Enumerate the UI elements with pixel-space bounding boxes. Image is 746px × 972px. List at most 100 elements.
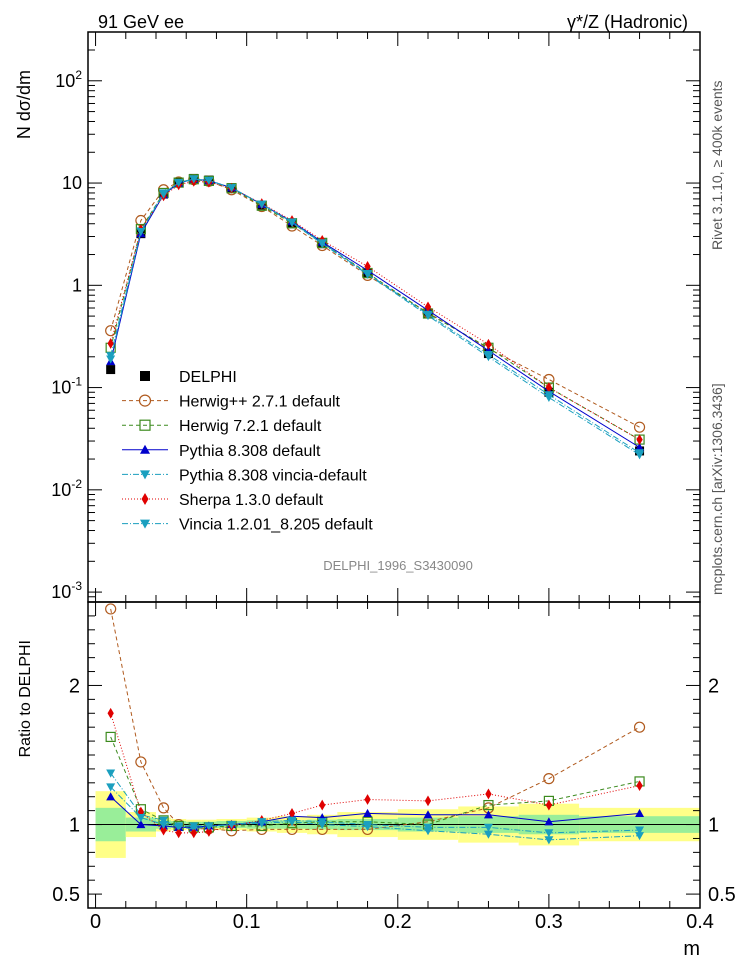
legend-marker bbox=[141, 493, 149, 505]
data-point bbox=[364, 794, 371, 805]
series-6 bbox=[106, 175, 645, 458]
data-point bbox=[633, 721, 646, 733]
legend-label: Sherpa 1.3.0 default bbox=[179, 492, 324, 509]
data-point bbox=[287, 218, 297, 227]
watermark: DELPHI_1996_S3430090 bbox=[323, 558, 473, 573]
data-point bbox=[160, 824, 167, 836]
data-point bbox=[157, 802, 170, 814]
series-0 bbox=[106, 173, 645, 456]
ratio-ylabel: Ratio to DELPHI bbox=[17, 640, 34, 757]
x-tick-label: 0.2 bbox=[384, 911, 412, 933]
data-point bbox=[636, 434, 643, 445]
ratio-y-tick-label: 0.5 bbox=[52, 884, 80, 906]
data-point bbox=[106, 365, 116, 375]
data-point bbox=[635, 442, 645, 451]
data-point bbox=[544, 817, 554, 826]
data-point bbox=[319, 799, 326, 811]
data-point bbox=[363, 270, 373, 279]
series-0 bbox=[105, 603, 646, 837]
data-point bbox=[423, 310, 433, 319]
data-point bbox=[159, 190, 169, 199]
legend-label: Pythia 8.308 vincia-default bbox=[179, 467, 367, 484]
data-point bbox=[545, 799, 553, 811]
y-tick-label: 10-3 bbox=[51, 579, 82, 602]
data-point bbox=[287, 816, 297, 825]
data-point bbox=[106, 769, 116, 778]
data-point bbox=[136, 228, 146, 237]
legend-label: Herwig 7.2.1 default bbox=[179, 418, 322, 435]
legend-marker bbox=[139, 419, 151, 431]
series-4 bbox=[106, 175, 645, 460]
data-point bbox=[544, 391, 554, 400]
data-point bbox=[483, 351, 493, 360]
main-axis-ticks: 10-3 10-2 10-1 1 10 102 bbox=[51, 31, 701, 603]
data-point bbox=[189, 822, 199, 831]
data-point bbox=[317, 239, 327, 248]
data-point bbox=[363, 820, 373, 830]
ratio-axis-ticks: 0.5 0.5 1 1 2 2 0 0.1 0.2 0.3 0.4 bbox=[52, 602, 736, 933]
main-series-group bbox=[105, 173, 646, 460]
data-point bbox=[135, 756, 147, 768]
series-line bbox=[110, 179, 640, 428]
legend-marker bbox=[140, 519, 150, 529]
data-point bbox=[105, 325, 117, 337]
data-point bbox=[174, 179, 184, 188]
x-axis-label: m bbox=[683, 938, 700, 960]
series-line bbox=[110, 178, 640, 454]
y-tick-label: 10-1 bbox=[51, 375, 82, 398]
legend-label: Pythia 8.308 default bbox=[179, 443, 321, 460]
data-point bbox=[483, 810, 493, 819]
data-point bbox=[136, 813, 146, 823]
legend-label: Vincia 1.2.01_8.205 default bbox=[179, 517, 373, 534]
data-point bbox=[175, 827, 182, 839]
data-point bbox=[317, 818, 327, 827]
data-point bbox=[483, 799, 494, 811]
data-point bbox=[423, 823, 433, 832]
data-point bbox=[635, 808, 645, 818]
x-tick-label: 0 bbox=[90, 911, 101, 933]
ratio-y-tick-label: 2 bbox=[69, 675, 80, 697]
data-point bbox=[636, 780, 643, 791]
series-line bbox=[110, 608, 640, 832]
data-point bbox=[227, 820, 237, 830]
legend-marker bbox=[140, 470, 150, 480]
y-tick-label: 1 bbox=[72, 275, 82, 295]
data-point bbox=[190, 827, 197, 839]
data-point bbox=[107, 707, 114, 719]
series-5 bbox=[106, 783, 645, 838]
data-point bbox=[227, 184, 237, 193]
header-right: γ*/Z (Hadronic) bbox=[567, 12, 688, 32]
data-point bbox=[543, 773, 555, 785]
x-tick-label: 0.4 bbox=[686, 911, 714, 933]
data-point bbox=[633, 421, 646, 433]
x-tick-label: 0.3 bbox=[535, 911, 563, 933]
legend: DELPHI Herwig++ 2.7.1 default Herwig 7.2.1… bbox=[122, 369, 373, 534]
data-point bbox=[205, 826, 213, 837]
y-tick-label: 10 bbox=[62, 173, 82, 193]
rivet-label: Rivet 3.1.10, ≥ 400k events bbox=[709, 80, 725, 250]
data-point bbox=[364, 261, 371, 272]
ratio-y-tick-label-right: 0.5 bbox=[708, 884, 736, 906]
data-point bbox=[635, 449, 645, 458]
data-point bbox=[424, 795, 432, 807]
data-point bbox=[544, 836, 554, 845]
data-point bbox=[204, 822, 214, 831]
data-point bbox=[105, 731, 116, 743]
data-point bbox=[159, 816, 169, 825]
data-point bbox=[544, 829, 554, 838]
mcplots-label: mcplots.cern.ch [arXiv:1306.3436] bbox=[709, 383, 725, 595]
data-point bbox=[257, 200, 267, 209]
series-line bbox=[110, 178, 640, 456]
legend-label: DELPHI bbox=[179, 369, 237, 386]
legend-marker bbox=[140, 371, 150, 381]
data-point bbox=[635, 826, 645, 835]
ratio-y-tick-label: 1 bbox=[69, 815, 80, 837]
data-point bbox=[105, 603, 117, 615]
data-point bbox=[483, 823, 493, 832]
data-point bbox=[424, 301, 432, 313]
header-left: 91 GeV ee bbox=[98, 12, 184, 32]
ratio-y-tick-label-right: 1 bbox=[708, 815, 719, 837]
data-point bbox=[106, 355, 116, 364]
data-point bbox=[257, 818, 267, 827]
